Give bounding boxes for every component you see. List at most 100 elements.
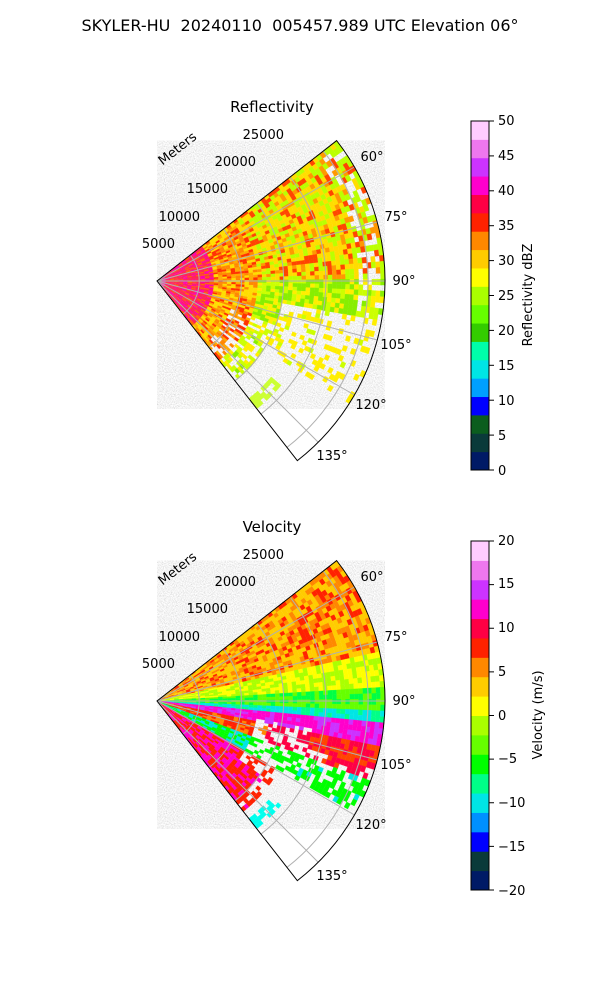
range-tick-label: 15000 (187, 182, 228, 197)
colorbar-segment (471, 396, 489, 416)
range-ring (286, 570, 369, 868)
range-ring (234, 202, 285, 382)
colorbar-segment (471, 715, 489, 736)
azimuth-tick-label: 135° (316, 449, 347, 464)
colorbar-tick-label: 5 (498, 665, 506, 680)
azimuth-tick-label: 90° (392, 274, 415, 289)
azimuth-tick-label: 75° (384, 210, 407, 225)
range-ring (286, 150, 369, 448)
colorbar-tick-label: −20 (498, 884, 525, 899)
colorbar-tick-label: 0 (498, 464, 506, 479)
velocity-title: Velocity (243, 518, 302, 536)
range-ring (208, 648, 242, 768)
azimuth-gridline (156, 641, 378, 702)
range-tick-label: 10000 (159, 210, 200, 225)
velocity-panel: Velocity 5000 10000 15000 20000 25000 Me… (142, 518, 546, 899)
reflectivity-azimuth-labels: 60° 75° 90° 105° 120° 135° (316, 150, 415, 464)
colorbar-segment (471, 657, 489, 678)
azimuth-gridline (156, 586, 355, 702)
colorbar-tick-label: 30 (498, 254, 515, 269)
colorbar-segment (471, 433, 489, 453)
range-ring (260, 596, 327, 835)
range-tick-label: 25000 (243, 548, 284, 563)
range-ring (208, 228, 242, 348)
azimuth-gridline (156, 280, 319, 443)
azimuth-gridline (156, 700, 355, 816)
colorbar-segment (471, 831, 489, 852)
colorbar-segment (471, 157, 489, 177)
reflectivity-grid (156, 139, 386, 462)
azimuth-tick-label: 135° (316, 869, 347, 884)
colorbar-segment (471, 451, 489, 471)
azimuth-tick-label: 60° (360, 570, 383, 585)
azimuth-tick-label: 105° (380, 338, 411, 353)
velocity-azimuth-labels: 60° 75° 90° 105° 120° 135° (316, 570, 415, 884)
azimuth-gridline (156, 166, 355, 282)
colorbar-segment (471, 579, 489, 600)
colorbar-segment (471, 121, 489, 140)
velocity-colorbar-label: Velocity (m/s) (531, 670, 546, 759)
colorbar-segment (471, 249, 489, 269)
azimuth-tick-label: 120° (355, 818, 386, 833)
colorbar-segment (471, 793, 489, 813)
colorbar-tick-label: −10 (498, 796, 525, 811)
range-axis-label: Meters (156, 130, 200, 169)
azimuth-tick-label: 60° (360, 150, 383, 165)
reflectivity-colorbar (470, 120, 494, 471)
colorbar-segment (471, 618, 489, 639)
velocity-field (156, 560, 386, 830)
colorbar-segment (471, 286, 489, 306)
colorbar-segment (471, 304, 489, 324)
colorbar-segment (471, 267, 489, 287)
colorbar-segment (471, 696, 489, 716)
reflectivity-colorbar-ticks: 0 5 10 15 20 25 30 35 40 45 50 (498, 114, 515, 479)
colorbar-segment (471, 414, 489, 434)
range-tick-label: 20000 (215, 575, 256, 590)
plot-frame (156, 139, 386, 462)
range-ring (182, 674, 200, 735)
range-tick-label: 20000 (215, 155, 256, 170)
azimuth-gridline (156, 700, 378, 761)
colorbar-segment (471, 212, 489, 232)
colorbar-tick-label: 25 (498, 289, 515, 304)
colorbar-segment (471, 541, 489, 561)
azimuth-tick-label: 90° (392, 694, 415, 709)
reflectivity-colorbar-label: Reflectivity dBZ (521, 244, 536, 347)
range-tick-label: 5000 (142, 237, 175, 252)
colorbar-tick-label: 10 (498, 394, 515, 409)
colorbar-tick-label: 20 (498, 534, 515, 549)
colorbar-tick-label: −15 (498, 840, 525, 855)
colorbar-tick-label: 15 (498, 577, 515, 592)
azimuth-tick-label: 75° (384, 630, 407, 645)
colorbar-tick-label: 20 (498, 324, 515, 339)
range-ring (260, 176, 327, 415)
colorbar-segment (471, 341, 489, 361)
colorbar-segment (471, 637, 489, 658)
range-tick-label: 5000 (142, 657, 175, 672)
azimuth-tick-label: 120° (355, 398, 386, 413)
colorbar-tick-label: 35 (498, 219, 515, 234)
colorbar-segment (471, 734, 489, 755)
velocity-colorbar (470, 540, 494, 891)
colorbar-segment (471, 773, 489, 794)
range-tick-label: 15000 (187, 602, 228, 617)
reflectivity-title: Reflectivity (230, 98, 314, 116)
colorbar-segment (471, 194, 489, 214)
colorbar-segment (471, 754, 489, 775)
colorbar-tick-label: −5 (498, 752, 517, 767)
velocity-colorbar-ticks: −20 −15 −10 −5 0 5 10 15 20 (498, 534, 525, 899)
colorbar-tick-label: 10 (498, 621, 515, 636)
plot-frame (156, 559, 386, 882)
colorbar-segment (471, 323, 489, 342)
reflectivity-field (156, 140, 386, 410)
colorbar-tick-label: 5 (498, 429, 506, 444)
colorbar-tick-label: 45 (498, 149, 515, 164)
colorbar-segment (471, 599, 489, 620)
range-ring (182, 254, 200, 315)
colorbar-segment (471, 139, 489, 159)
azimuth-gridline (156, 280, 378, 341)
figure-title: SKYLER-HU 20240110 005457.989 UTC Elevat… (81, 16, 519, 35)
azimuth-gridline (156, 700, 319, 863)
colorbar-segment (471, 851, 489, 872)
